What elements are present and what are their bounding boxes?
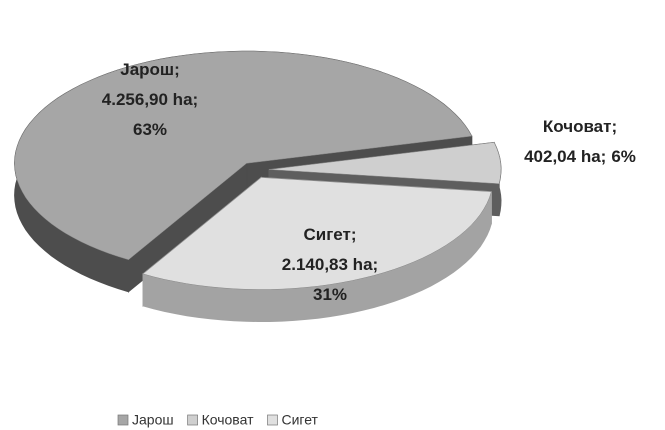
data-label: Кочоват; 402,04 ha; 6%	[524, 117, 636, 166]
legend-swatch	[117, 414, 129, 426]
data-label: Јарош; 4.256,90 ha; 63%	[102, 60, 198, 139]
legend-label: Јарош	[132, 412, 174, 428]
slice-top	[268, 142, 502, 184]
label-separator: ;	[351, 225, 357, 244]
slice-top	[14, 51, 473, 260]
label-part: Кочоват	[543, 117, 612, 136]
label-separator: ;	[193, 90, 199, 109]
label-part: Јарош	[120, 60, 174, 79]
label-part: 6%	[611, 147, 636, 166]
label-part: 4.256,90 ha	[102, 90, 193, 109]
legend-label: Сигет	[281, 412, 318, 428]
label-part: Сигет	[303, 225, 350, 244]
legend-swatch	[267, 414, 278, 426]
legend-label: Кочоват	[202, 412, 254, 428]
label-separator: ;	[373, 255, 379, 274]
label-separator: ;	[174, 60, 180, 79]
legend-swatch	[187, 414, 198, 426]
slice-top	[142, 177, 492, 290]
label-part: 402,04 ha	[524, 147, 601, 166]
label-separator: ;	[601, 147, 607, 166]
label-part: 2.140,83 ha	[282, 255, 373, 274]
label-part: 63%	[133, 120, 167, 139]
label-part: 31%	[313, 285, 347, 304]
data-label: Сигет; 2.140,83 ha; 31%	[282, 225, 378, 304]
label-separator: ;	[611, 117, 617, 136]
slice	[142, 176, 492, 322]
